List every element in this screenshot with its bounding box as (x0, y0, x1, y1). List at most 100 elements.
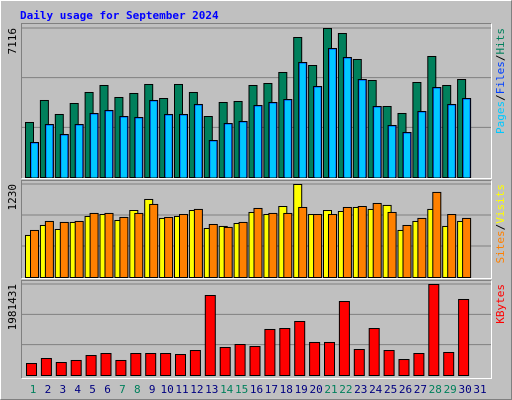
y-tick-label: 7116 (6, 28, 19, 55)
bar (85, 355, 97, 376)
bar (219, 346, 231, 376)
bar (119, 216, 129, 278)
bar (383, 350, 395, 376)
x-tick-label: 7 (119, 383, 126, 396)
bar (432, 191, 442, 278)
bar (225, 124, 232, 178)
legend: Sites/Visits (494, 184, 507, 264)
bar (40, 358, 52, 377)
legend-entry: Sites (494, 230, 507, 263)
bar (329, 49, 336, 178)
y-tick-label: 1981431 (6, 284, 19, 330)
legend-entry: Pages (494, 101, 507, 134)
bar (398, 359, 410, 376)
bar (193, 208, 203, 278)
bar (368, 328, 380, 377)
bar (447, 214, 457, 278)
bar (91, 114, 98, 178)
panel-bevel-dark (21, 23, 492, 179)
bar (284, 100, 291, 178)
bar (255, 106, 261, 178)
bar (175, 354, 186, 376)
bar (313, 214, 323, 278)
bar (249, 346, 261, 377)
bar (344, 58, 351, 178)
bar (294, 320, 306, 376)
panel-bevel-light (21, 180, 492, 279)
bar (120, 117, 127, 178)
x-tick-label: 4 (74, 383, 81, 396)
panel-bevel-dark (21, 280, 492, 379)
panel-bevel-light (21, 23, 492, 179)
x-tick-label: 11 (175, 383, 188, 396)
bar (46, 125, 53, 178)
x-tick-label: 20 (309, 383, 322, 396)
bar (26, 363, 37, 377)
bar (357, 206, 367, 278)
bar (179, 214, 188, 278)
legend: KBytes (494, 284, 507, 324)
bar (283, 212, 293, 279)
bar (238, 221, 248, 279)
x-tick-label: 1 (30, 383, 37, 396)
bar (413, 353, 425, 376)
bar (195, 105, 202, 178)
bar (89, 212, 99, 279)
bar (104, 212, 114, 279)
bar (299, 63, 306, 178)
bar (298, 206, 308, 278)
bar (402, 224, 412, 278)
x-tick-label: 5 (89, 383, 96, 396)
bar (135, 118, 142, 178)
x-tick-label: 3 (59, 383, 66, 396)
x-tick-label: 19 (295, 383, 308, 396)
bar (31, 143, 38, 178)
bar (404, 133, 410, 178)
bar (149, 203, 159, 278)
bar (372, 202, 382, 278)
bar (264, 328, 276, 377)
x-tick-label: 12 (190, 383, 203, 396)
bar (106, 111, 112, 178)
bar (44, 220, 54, 279)
x-tick-label: 29 (444, 383, 457, 396)
bar (134, 212, 144, 279)
bar (389, 126, 396, 178)
x-tick-label: 31 (473, 383, 486, 396)
legend-separator: / (494, 224, 507, 231)
bar (189, 350, 201, 376)
legend-separator: / (494, 55, 507, 62)
x-tick-label: 21 (324, 383, 337, 396)
x-tick-label: 26 (399, 383, 412, 396)
bar (76, 125, 83, 178)
bar (314, 87, 321, 178)
bar (433, 88, 440, 178)
bar (374, 107, 381, 178)
bar (253, 207, 263, 278)
bar (208, 223, 218, 278)
bar (418, 112, 425, 178)
x-tick-label: 24 (369, 383, 383, 396)
bar (59, 221, 69, 279)
bar (130, 353, 142, 376)
x-tick-label: 8 (134, 383, 141, 396)
x-tick-label: 10 (160, 383, 173, 396)
x-tick-label: 30 (458, 383, 471, 396)
bar (223, 226, 233, 278)
bar (30, 229, 39, 278)
bar (55, 362, 67, 377)
legend: Pages/Files/Hits (494, 28, 507, 134)
bar (145, 353, 157, 376)
x-tick-label: 16 (250, 383, 263, 396)
panel-bevel-light (21, 280, 492, 379)
bar (338, 301, 350, 377)
bar (210, 141, 217, 178)
bar (269, 103, 276, 178)
legend-entry: Hits (494, 28, 507, 55)
bar (448, 105, 455, 178)
x-tick-label: 14 (220, 383, 234, 396)
bar (417, 217, 427, 278)
bar (74, 220, 84, 279)
